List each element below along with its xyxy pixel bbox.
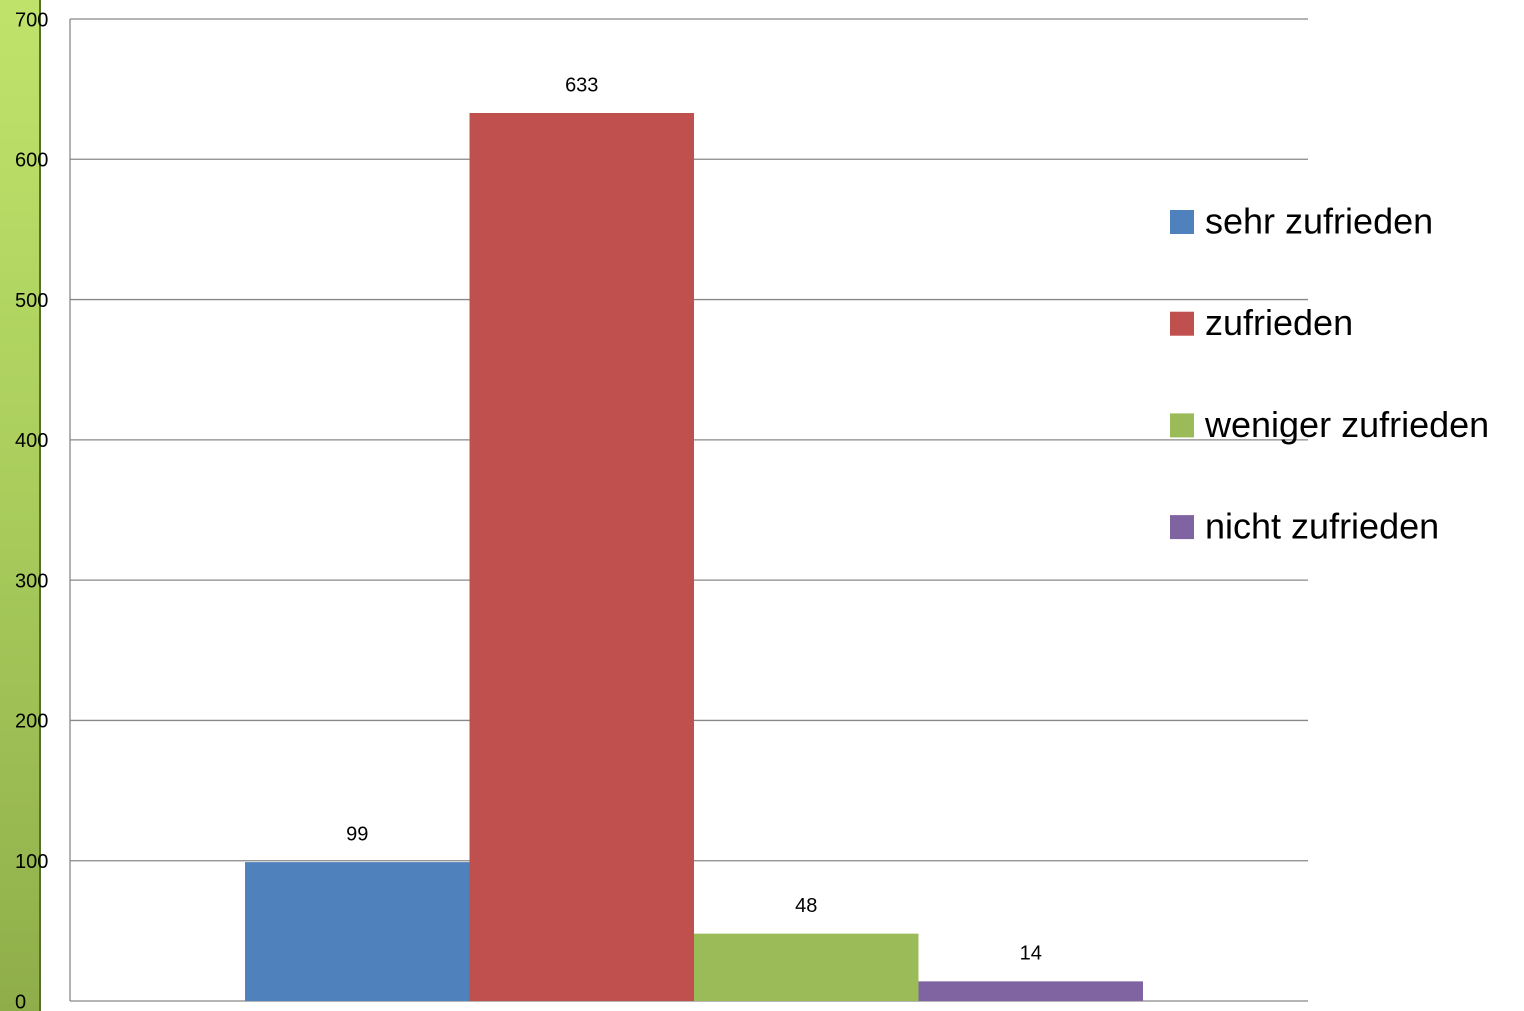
y-tick-label: 0 bbox=[15, 991, 26, 1011]
y-tick-label: 100 bbox=[15, 851, 48, 873]
bar bbox=[694, 933, 919, 1001]
legend-swatch bbox=[1170, 515, 1194, 540]
data-label: 633 bbox=[565, 74, 598, 96]
y-tick-label: 700 bbox=[15, 9, 48, 31]
legend-swatch bbox=[1170, 210, 1194, 234]
bar bbox=[245, 862, 470, 1001]
legend-label: sehr zufrieden bbox=[1205, 201, 1433, 242]
y-tick-label: 600 bbox=[15, 150, 48, 172]
y-tick-label: 400 bbox=[15, 430, 48, 452]
y-tick-label: 200 bbox=[15, 711, 48, 733]
data-label: 48 bbox=[795, 895, 817, 917]
data-label: 14 bbox=[1020, 943, 1042, 965]
legend-label: nicht zufrieden bbox=[1205, 506, 1439, 547]
bar bbox=[469, 112, 694, 1001]
y-tick-label: 300 bbox=[15, 570, 48, 592]
legend-swatch bbox=[1170, 311, 1194, 336]
bar bbox=[918, 981, 1143, 1001]
legend-swatch bbox=[1170, 413, 1194, 438]
legend-label: zufrieden bbox=[1205, 302, 1353, 343]
slide-strip bbox=[0, 0, 40, 1011]
y-tick-label: 500 bbox=[15, 290, 48, 312]
data-label: 99 bbox=[346, 823, 368, 845]
legend-label: weniger zufrieden bbox=[1204, 404, 1489, 445]
